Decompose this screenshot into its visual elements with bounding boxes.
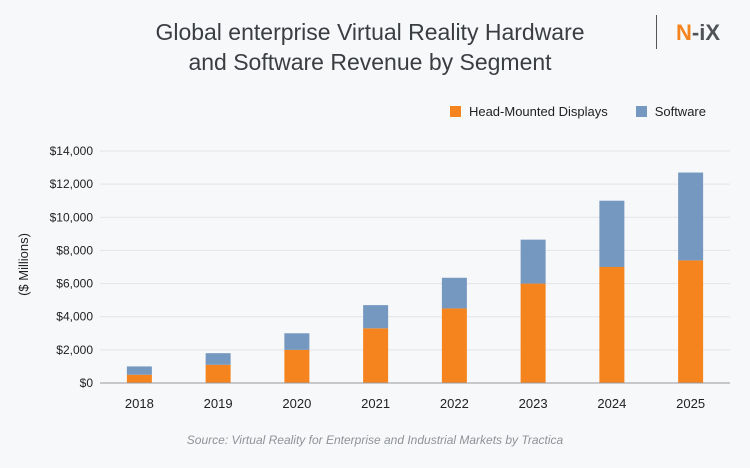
bar-software: [363, 305, 389, 329]
bar-hmd: [599, 267, 625, 383]
bar-hmd: [520, 283, 546, 383]
bar-software: [441, 277, 467, 309]
x-tick-label: 2020: [282, 396, 311, 411]
bar-hmd: [441, 308, 467, 383]
bar-software: [126, 366, 152, 375]
legend-swatch: [449, 106, 461, 117]
title-line-2: and Software Revenue by Segment: [188, 49, 552, 75]
bar-hmd: [126, 374, 152, 383]
legend-swatch: [635, 106, 647, 117]
bar-software: [205, 353, 231, 365]
y-tick-label: $10,000: [50, 210, 94, 224]
bar-hmd: [205, 364, 231, 383]
legend-label: Software: [654, 104, 706, 119]
y-tick-label: $2,000: [56, 343, 93, 357]
x-tick-label: 2019: [204, 396, 233, 411]
legend-item-hmd: Head-Mounted Displays: [449, 104, 608, 119]
bar-hmd: [363, 328, 389, 383]
legend-label: Head-Mounted Displays: [468, 104, 608, 119]
bar-hmd: [678, 260, 704, 383]
y-tick-label: $6,000: [56, 277, 93, 291]
y-tick-label: $8,000: [56, 243, 93, 257]
x-tick-label: 2022: [440, 396, 469, 411]
bar-software: [284, 333, 310, 350]
bar-software: [678, 172, 704, 261]
legend-item-software: Software: [635, 104, 706, 119]
chart-title: Global enterprise Virtual Reality Hardwa…: [100, 17, 640, 77]
x-tick-label: 2023: [519, 396, 548, 411]
logo-divider: [656, 15, 657, 49]
bar-software: [520, 239, 546, 284]
y-tick-label: $4,000: [56, 310, 93, 324]
y-tick-label: $14,000: [50, 144, 94, 158]
logo: N-iX: [676, 20, 721, 45]
legend: Head-Mounted Displays Software: [449, 104, 706, 119]
title-line-1: Global enterprise Virtual Reality Hardwa…: [155, 19, 585, 45]
source-note: Source: Virtual Reality for Enterprise a…: [186, 433, 564, 447]
x-tick-label: 2024: [597, 396, 626, 411]
x-tick-label: 2021: [361, 396, 390, 411]
x-tick-label: 2018: [125, 396, 154, 411]
bar-software: [599, 200, 625, 267]
y-tick-label: $12,000: [50, 177, 94, 191]
bar-hmd: [284, 349, 310, 383]
x-tick-label: 2025: [676, 396, 705, 411]
y-tick-label: $0: [80, 376, 94, 390]
